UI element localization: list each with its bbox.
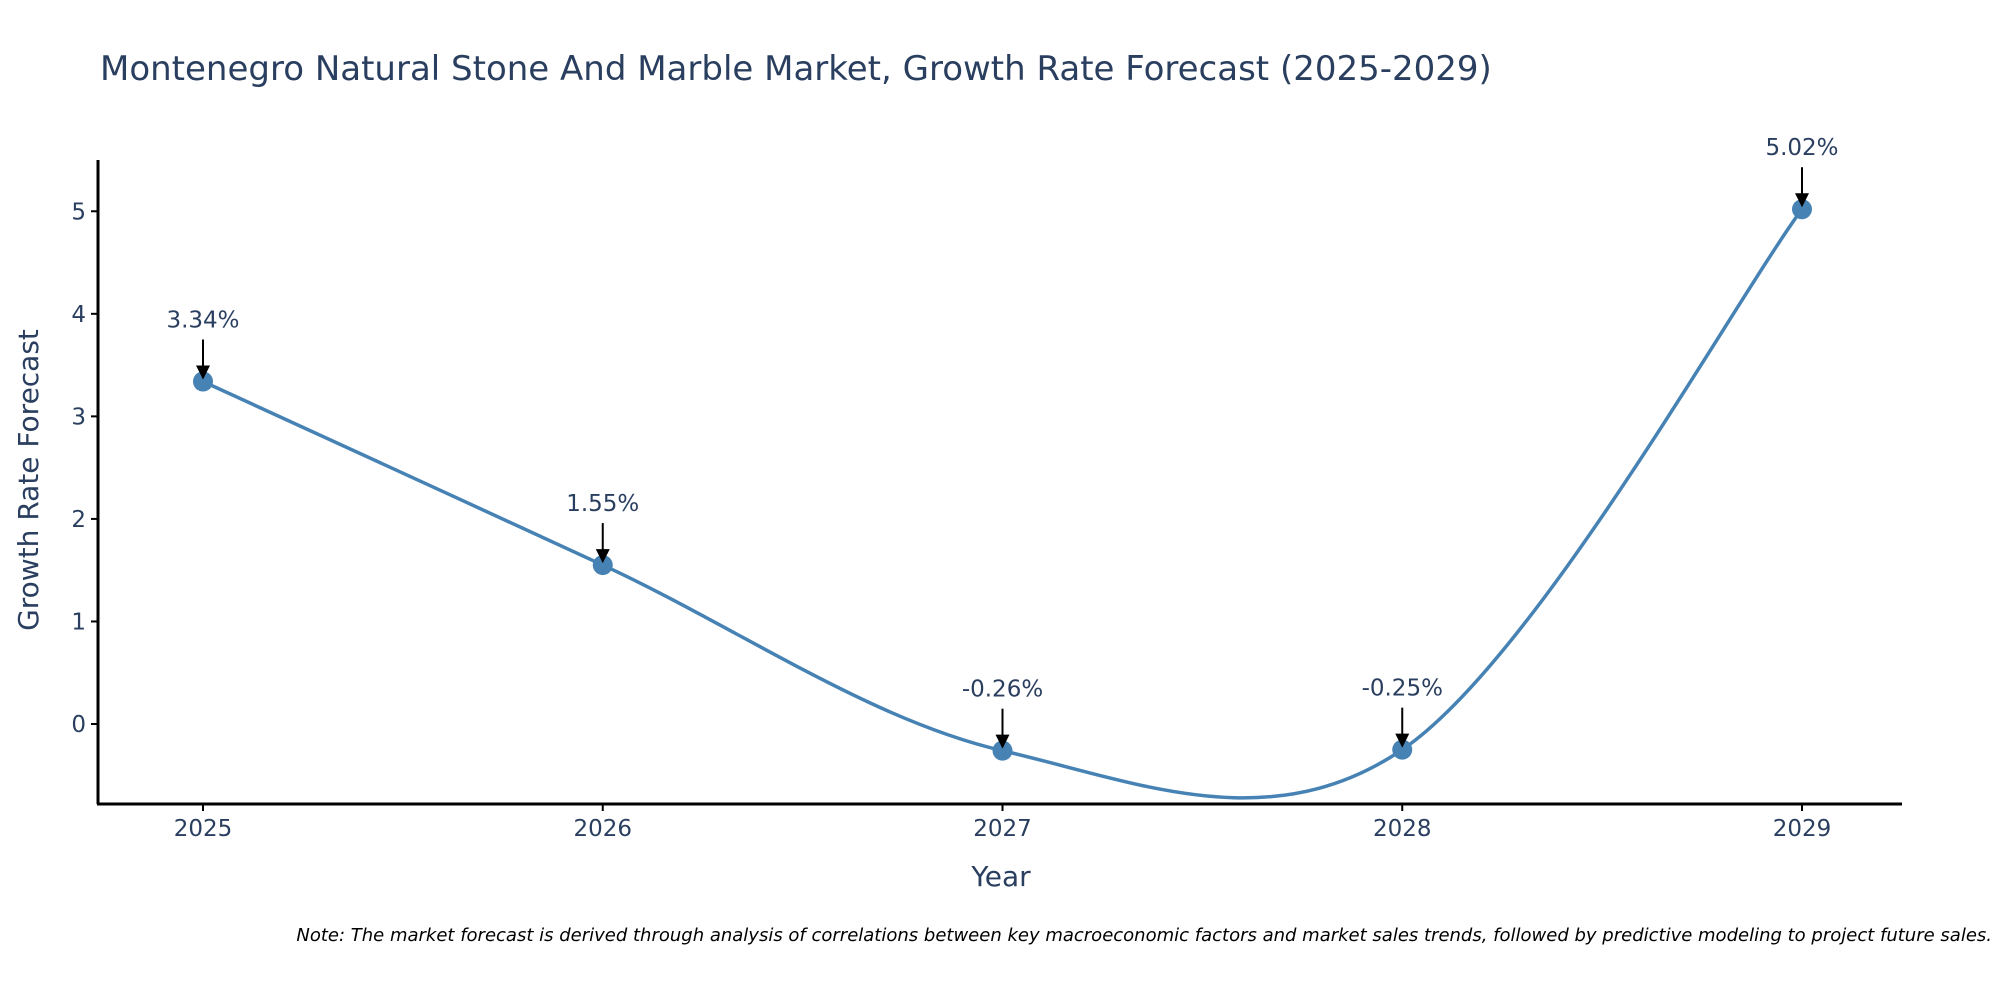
annotation-arrow-head: [595, 549, 610, 564]
x-tick-label: 2026: [573, 816, 632, 842]
y-tick-label: 1: [71, 609, 86, 635]
y-axis-title: Growth Rate Forecast: [12, 329, 45, 631]
annotation-arrow-head: [196, 365, 210, 380]
x-axis-ticks: 2025 2026 2027 2028 2029: [174, 804, 1832, 842]
annotation-arrow-head: [1395, 733, 1410, 748]
data-label: -0.26%: [962, 677, 1043, 703]
x-axis-title: Year: [970, 860, 1031, 893]
y-tick-label: 0: [71, 712, 86, 738]
annotation-arrow-head: [995, 734, 1010, 749]
annotation-arrow-head: [1795, 193, 1809, 208]
data-point: [992, 740, 1013, 761]
data-label: 3.34%: [166, 308, 239, 334]
data-point: [1792, 199, 1812, 220]
x-tick-label: 2025: [174, 816, 233, 842]
y-tick-label: 3: [71, 404, 86, 430]
y-tick-label: 4: [71, 302, 86, 328]
x-tick-label: 2028: [1373, 816, 1432, 842]
data-annotations: 3.34% 1.55% -0.26% -0.25% 5.02%: [166, 135, 1839, 749]
data-point: [592, 555, 613, 576]
data-point: [193, 371, 213, 392]
y-axis-ticks: 0 1 2 3 4 5: [71, 199, 98, 738]
data-point: [1392, 739, 1413, 760]
data-label: 1.55%: [566, 491, 639, 517]
data-label: -0.25%: [1362, 676, 1443, 702]
series-line: [202, 208, 1804, 800]
x-tick-label: 2029: [1773, 816, 1832, 842]
x-tick-label: 2027: [973, 816, 1032, 842]
footnote: Note: The market forecast is derived thr…: [296, 925, 1992, 946]
data-label: 5.02%: [1765, 135, 1838, 161]
plot-area: 0 1 2 3 4 5 2025 2026 2027 2028 2029 3.34% 1.55% -0…: [71, 135, 1902, 842]
data-points: [193, 199, 1812, 761]
y-tick-label: 2: [71, 507, 86, 533]
y-tick-label: 5: [71, 199, 86, 225]
chart-title: Montenegro Natural Stone And Marble Mark…: [100, 49, 1492, 89]
